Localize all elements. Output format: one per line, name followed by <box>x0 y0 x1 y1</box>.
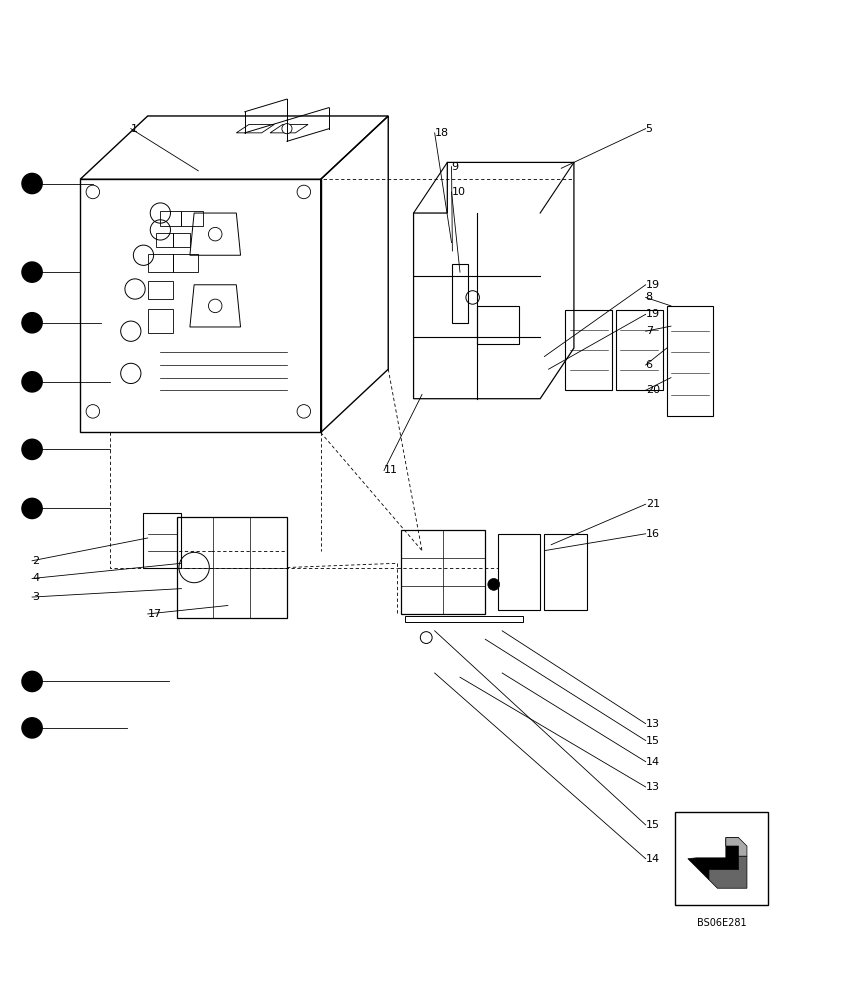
Text: 9: 9 <box>452 162 458 172</box>
Text: BS06E281: BS06E281 <box>697 918 746 928</box>
Text: 6: 6 <box>646 360 652 370</box>
Circle shape <box>22 498 42 519</box>
Text: 11: 11 <box>384 465 398 475</box>
Circle shape <box>22 372 42 392</box>
Text: 10: 10 <box>452 187 466 197</box>
Text: 15: 15 <box>646 820 660 830</box>
Circle shape <box>22 718 42 738</box>
Text: 18: 18 <box>435 128 449 138</box>
Polygon shape <box>709 856 747 888</box>
Polygon shape <box>688 838 738 880</box>
Text: 20: 20 <box>646 385 660 395</box>
Text: 14: 14 <box>646 757 660 767</box>
Text: 19: 19 <box>646 280 660 290</box>
Text: 21: 21 <box>646 499 660 509</box>
Text: 3: 3 <box>32 592 39 602</box>
Circle shape <box>22 173 42 194</box>
Text: 19: 19 <box>646 309 660 319</box>
Circle shape <box>22 671 42 692</box>
Circle shape <box>488 578 500 590</box>
Circle shape <box>282 124 292 134</box>
Text: 1: 1 <box>131 124 138 134</box>
Text: 7: 7 <box>646 326 652 336</box>
Circle shape <box>22 313 42 333</box>
Circle shape <box>22 262 42 282</box>
Text: 17: 17 <box>148 609 162 619</box>
Polygon shape <box>726 838 747 856</box>
Text: 14: 14 <box>646 854 660 864</box>
Text: 13: 13 <box>646 782 660 792</box>
Text: 16: 16 <box>646 529 660 539</box>
Text: 13: 13 <box>646 719 660 729</box>
Text: 5: 5 <box>646 124 652 134</box>
Text: 2: 2 <box>32 556 39 566</box>
Text: 15: 15 <box>646 736 660 746</box>
Text: 4: 4 <box>32 573 39 583</box>
Text: 8: 8 <box>646 292 652 302</box>
Circle shape <box>22 439 42 459</box>
